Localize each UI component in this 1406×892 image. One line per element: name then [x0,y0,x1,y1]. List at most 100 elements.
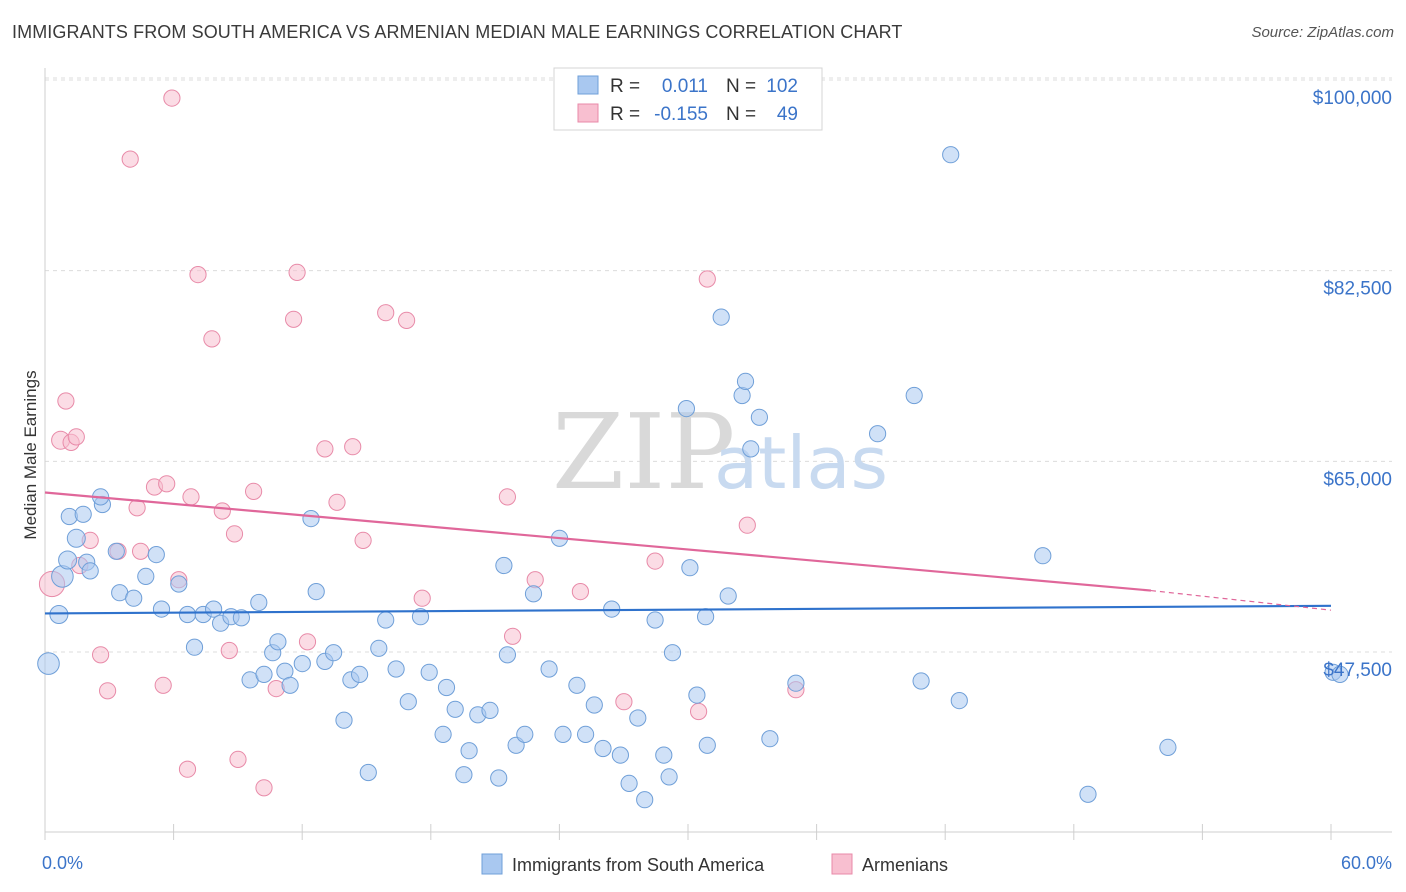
south-america-point-11 [107,542,125,560]
armenians-point-21 [203,330,221,348]
armenians-point-38 [413,589,431,607]
south-america-point-37 [335,711,353,729]
south-america-point-26 [250,593,268,612]
south-america-point-79 [697,608,715,626]
south-america-point-62 [554,725,572,744]
south-america-point-53 [481,701,499,720]
watermark-zip: ZIP [552,391,735,513]
south-america-point-87 [761,730,779,748]
x-tick-label-min: 0.0% [42,853,83,873]
armenians-point-29 [285,310,303,328]
x-tick-marks [44,824,1332,840]
south-america-point-24 [232,609,250,627]
south-america-point-64 [577,725,595,744]
armenians-point-15 [158,475,176,493]
south-america-point-46 [420,663,438,681]
south-america-point-80 [698,736,716,754]
south-america-point-47 [434,725,452,744]
south-america-point-78 [688,686,706,704]
south-america-point-15 [147,546,165,564]
south-america-point-4 [58,550,78,570]
south-america-point-43 [387,660,405,678]
south-america-point-94 [1034,547,1052,565]
stats-r-label-pink: R = [610,104,640,125]
armenians-point-40 [503,627,522,645]
south-america-point-71 [636,791,654,809]
south-america-point-48 [437,678,456,697]
legend-label-armenians: Armenians [862,855,948,875]
armenians-point-46 [698,270,716,288]
trend-line-south-america [44,604,1332,615]
armenians-point-22 [213,502,231,520]
stats-n-label-pink: N = [726,104,756,125]
south-america-point-8 [81,562,99,580]
south-america-point-75 [663,644,682,662]
south-america-point-90 [905,386,923,405]
armenians-point-45 [690,702,708,721]
armenians-point-23 [220,641,238,660]
south-america-point-27 [255,665,273,684]
armenians-point-14 [154,676,172,694]
south-america-point-3 [66,528,86,548]
south-america-point-84 [736,372,755,390]
south-america-point-51 [460,742,478,760]
source-credit: Source: ZipAtlas.com [1251,24,1394,41]
south-america-point-88 [787,674,805,692]
trend-line-armenians-extension [1150,589,1332,611]
south-america-point-74 [660,768,678,786]
armenians-point-30 [288,263,306,281]
y-tick-label-1: $65,000 [1323,469,1392,490]
south-america-point-41 [370,639,388,657]
armenians-point-4 [67,428,85,446]
armenians-point-42 [571,583,590,601]
stats-r-label-blue: R = [610,76,640,97]
stats-swatch-blue [577,75,599,95]
south-america-point-60 [540,660,558,678]
armenians-point-32 [316,440,334,458]
stats-r-value-pink: -0.155 [654,104,708,125]
y-axis-label: Median Male Earnings [21,370,40,539]
south-america-point-13 [125,589,143,607]
south-america-point-34 [307,583,325,601]
south-america-point-29 [269,633,287,651]
south-america-point-59 [524,585,543,603]
armenians-point-44 [646,552,664,570]
gridlines [45,77,1392,653]
south-america-point-49 [446,700,464,718]
south-america-point-89 [869,425,887,443]
armenians-point-24 [225,525,244,543]
series-south-america-points [37,146,1349,809]
south-america-point-98 [1331,665,1349,684]
armenians-point-39 [498,488,516,506]
south-america-point-0 [49,605,69,624]
south-america-point-56 [495,556,513,575]
south-america-point-50 [455,766,473,784]
chart-title: IMMIGRANTS FROM SOUTH AMERICA VS ARMENIA… [12,22,903,42]
south-america-point-14 [137,567,155,586]
south-america-point-70 [629,709,647,727]
south-america-point-66 [594,739,612,758]
armenians-point-25 [229,750,247,769]
armenians-point-37 [398,311,416,329]
south-america-point-82 [712,308,730,326]
armenians-point-26 [245,482,263,500]
south-america-point-73 [655,746,673,764]
south-america-point-86 [750,408,769,426]
south-america-point-93 [950,692,968,710]
armenians-point-43 [615,693,633,711]
legend-swatch-armenians [831,853,853,875]
south-america-point-32 [293,655,311,673]
south-america-point-39 [351,665,369,684]
south-america-point-42 [377,611,395,629]
armenians-point-10 [121,150,139,168]
south-america-point-2 [37,652,60,675]
south-america-point-16 [152,600,171,618]
south-america-point-68 [611,746,630,764]
south-america-point-33 [302,509,320,528]
legend-label-south-america: Immigrants from South America [512,855,765,875]
armenians-point-16 [163,89,181,107]
armenians-point-27 [255,779,273,797]
armenians-point-8 [99,682,117,700]
armenians-point-2 [57,392,75,410]
